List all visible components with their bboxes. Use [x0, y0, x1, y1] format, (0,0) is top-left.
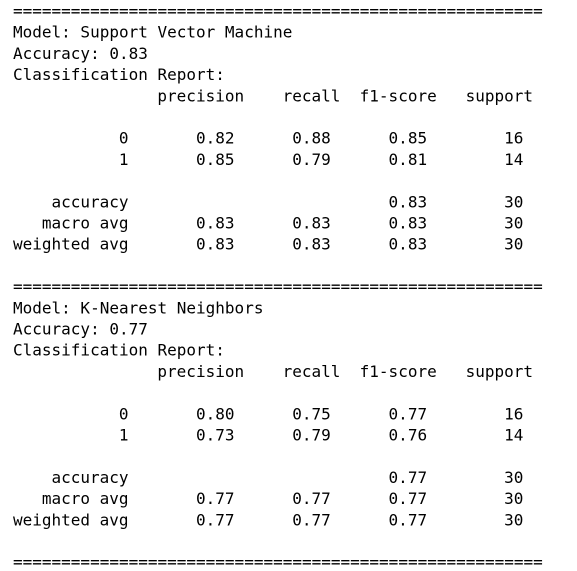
cell-value: 0.77: [389, 404, 428, 423]
column-header: recall: [283, 362, 341, 381]
column-header: f1-score: [360, 362, 437, 381]
cell-value: 0.77: [292, 489, 331, 508]
separator: ========================================…: [13, 2, 543, 21]
cell-value: 30: [504, 192, 523, 211]
cell-value: 0.82: [196, 129, 235, 148]
cell-value: 0.83: [292, 235, 331, 254]
accuracy-line: Accuracy: 0.83: [13, 44, 148, 63]
row-label: 1: [119, 150, 129, 169]
row-label: accuracy: [51, 468, 128, 487]
row-label: macro avg: [42, 214, 129, 233]
cell-value: 0.79: [292, 150, 331, 169]
cell-value: 16: [504, 129, 523, 148]
row-label: accuracy: [51, 192, 128, 211]
cell-value: 0.77: [196, 489, 235, 508]
cell-value: 0.77: [389, 489, 428, 508]
row-label: weighted avg: [13, 235, 129, 254]
cell-value: 0.83: [389, 214, 428, 233]
cell-value: 30: [504, 468, 523, 487]
column-header: support: [466, 86, 533, 105]
cell-value: 0.83: [196, 214, 235, 233]
model-name: Model: K-Nearest Neighbors: [13, 298, 263, 317]
separator: ========================================…: [13, 277, 543, 296]
cell-value: 30: [504, 489, 523, 508]
cell-value: 0.88: [292, 129, 331, 148]
cell-value: 0.73: [196, 426, 235, 445]
cell-value: 0.77: [389, 468, 428, 487]
model-name: Model: Support Vector Machine: [13, 23, 292, 42]
cell-value: 0.79: [292, 426, 331, 445]
cell-value: 0.77: [389, 510, 428, 529]
cell-value: 30: [504, 510, 523, 529]
cell-value: 14: [504, 426, 523, 445]
column-header: precision: [157, 86, 244, 105]
row-label: 0: [119, 129, 129, 148]
cell-value: 0.81: [389, 150, 428, 169]
cell-value: 0.76: [389, 426, 428, 445]
column-header: precision: [157, 362, 244, 381]
column-header: recall: [283, 86, 341, 105]
cell-value: 0.77: [292, 510, 331, 529]
cell-value: 0.83: [292, 214, 331, 233]
report-title: Classification Report:: [13, 341, 225, 360]
cell-value: 0.85: [196, 150, 235, 169]
cell-value: 0.85: [389, 129, 428, 148]
column-header: f1-score: [360, 86, 437, 105]
cell-value: 30: [504, 235, 523, 254]
row-label: 0: [119, 404, 129, 423]
row-label: 1: [119, 426, 129, 445]
row-label: macro avg: [42, 489, 129, 508]
separator: ========================================…: [13, 553, 543, 571]
accuracy-line: Accuracy: 0.77: [13, 320, 148, 339]
row-label: weighted avg: [13, 510, 129, 529]
report-title: Classification Report:: [13, 65, 225, 84]
cell-value: 30: [504, 214, 523, 233]
cell-value: 0.83: [389, 235, 428, 254]
cell-value: 0.83: [389, 192, 428, 211]
cell-value: 16: [504, 404, 523, 423]
cell-value: 14: [504, 150, 523, 169]
cell-value: 0.80: [196, 404, 235, 423]
cell-value: 0.75: [292, 404, 331, 423]
cell-value: 0.77: [196, 510, 235, 529]
cell-value: 0.83: [196, 235, 235, 254]
column-header: support: [466, 362, 533, 381]
